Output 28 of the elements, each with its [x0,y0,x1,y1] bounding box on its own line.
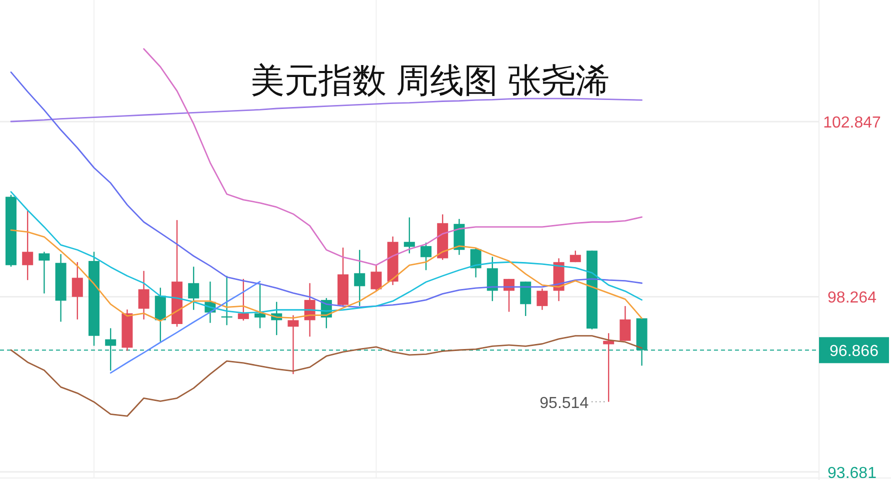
candlestick [486,256,498,302]
candlestick [536,288,548,310]
candlestick [138,270,150,320]
candlestick [188,266,200,310]
text: 美元指数 周线图 张尧浠 [250,62,610,100]
line-series [143,48,642,266]
candlestick [238,278,249,322]
candlestick [504,278,514,312]
candlestick [254,283,266,329]
annotation: 95.514 [540,394,589,412]
candlestick [420,242,432,271]
candlestick [620,305,631,342]
candlestick [288,314,299,375]
candlestick [38,251,50,294]
y-tick-label: 98.264 [828,290,877,307]
line-series [10,98,642,122]
line-series [110,280,261,374]
y-tick-label: 93.681 [828,464,877,480]
candlestick [354,249,366,307]
candlestick [603,332,614,402]
candlestick [72,262,83,320]
y-tick-label: 102.847 [823,114,882,132]
ref-line-label: 96.866 [830,343,879,360]
candlestick [520,281,532,317]
candlestick [404,216,415,254]
candlestick [22,210,34,281]
candlestick [470,246,482,278]
candlestick [370,264,382,292]
